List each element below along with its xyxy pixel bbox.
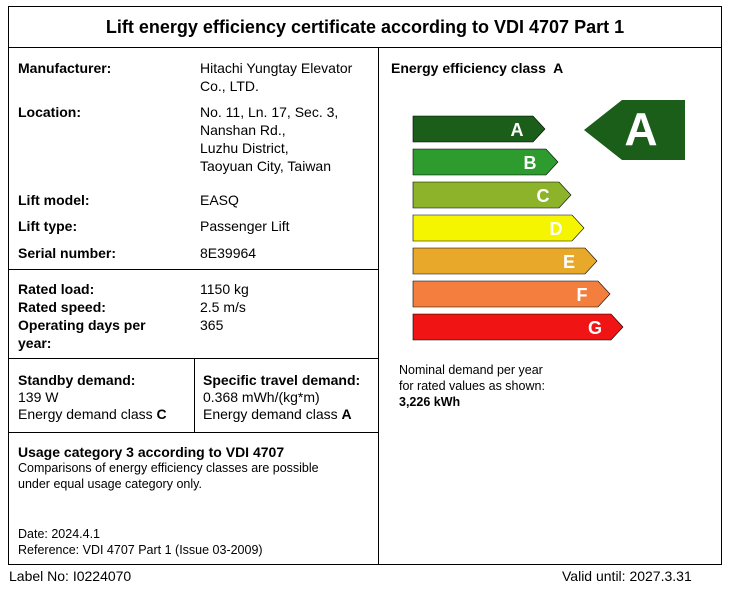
standby-label: Standby demand: — [18, 372, 136, 388]
standby-value: 139 W — [18, 389, 59, 405]
divider-demand — [194, 358, 195, 432]
model-value: EASQ — [200, 192, 239, 208]
type-value: Passenger Lift — [200, 218, 290, 234]
travel-label: Specific travel demand: — [203, 372, 361, 388]
manufacturer-value-1: Hitachi Yungtay Elevator — [200, 60, 353, 76]
scale-bar-c — [412, 181, 572, 209]
location-line-3: Luzhu District, — [200, 140, 289, 156]
scale-bar-a — [412, 115, 546, 143]
nominal-demand-line-2: for rated values as shown: — [399, 379, 545, 393]
scale-bar-b — [412, 148, 559, 176]
travel-class: Energy demand class A — [203, 405, 352, 423]
rated-speed-value: 2.5 m/s — [200, 299, 246, 315]
rated-load-label: Rated load: — [18, 281, 95, 297]
scale-letter-a: A — [511, 120, 524, 140]
standby-class-value: C — [156, 406, 167, 422]
scale-letter-g: G — [588, 318, 602, 338]
scale-letter-f: F — [577, 285, 588, 305]
scale-letter-e: E — [563, 252, 575, 272]
operating-days-label-2: year: — [18, 335, 52, 351]
travel-value: 0.368 mWh/(kg*m) — [203, 389, 320, 405]
badge-arrow — [584, 100, 685, 160]
location-label: Location: — [18, 104, 81, 120]
model-label: Lift model: — [18, 192, 90, 208]
divider-info — [9, 269, 378, 270]
valid-until: Valid until: 2027.3.31 — [562, 568, 692, 584]
location-line-1: No. 11, Ln. 17, Sec. 3, — [200, 104, 339, 120]
nominal-demand-line-1: Nominal demand per year — [399, 363, 543, 377]
issue-date: Date: 2024.4.1 — [18, 527, 101, 541]
manufacturer-value-2: Co., LTD. — [200, 78, 259, 94]
certificate-title: Lift energy efficiency certificate accor… — [9, 7, 721, 48]
scale-bar-f — [412, 280, 611, 308]
standby-class-text: Energy demand class — [18, 406, 153, 422]
scale-bar-d — [412, 214, 585, 242]
manufacturer-label: Manufacturer: — [18, 60, 112, 76]
column-divider — [378, 47, 379, 565]
travel-class-text: Energy demand class — [203, 406, 338, 422]
certificate: Lift energy efficiency certificate accor… — [8, 6, 722, 565]
badge-letter: A — [624, 103, 657, 155]
rated-speed-label: Rated speed: — [18, 299, 106, 315]
serial-label: Serial number: — [18, 245, 117, 261]
rated-load-value: 1150 kg — [200, 281, 249, 297]
selected-class-badge: A — [584, 100, 685, 160]
operating-days-label-1: Operating days per — [18, 317, 146, 333]
nominal-demand-value: 3,226 kWh — [399, 395, 461, 409]
usage-note-2: under equal usage category only. — [18, 477, 202, 491]
label-number: Label No: I0224070 — [9, 568, 132, 584]
travel-class-value: A — [341, 406, 352, 422]
usage-heading: Usage category 3 according to VDI 4707 — [18, 444, 285, 460]
divider-rated — [9, 358, 378, 359]
scale-letter-b: B — [524, 153, 537, 173]
scale-bar-g — [412, 313, 624, 341]
scale-letter-c: C — [537, 186, 550, 206]
efficiency-heading: Energy efficiency class A — [391, 59, 563, 77]
usage-note-1: Comparisons of energy efficiency classes… — [18, 461, 319, 475]
location-line-2: Nanshan Rd., — [200, 122, 286, 138]
location-line-4: Taoyuan City, Taiwan — [200, 158, 331, 174]
efficiency-class-value: A — [553, 60, 564, 76]
operating-days-value: 365 — [200, 317, 224, 333]
type-label: Lift type: — [18, 218, 78, 234]
scale-letter-d: D — [550, 219, 563, 239]
reference: Reference: VDI 4707 Part 1 (Issue 03-200… — [18, 543, 263, 557]
efficiency-heading-text: Energy efficiency class — [391, 60, 546, 76]
serial-value: 8E39964 — [200, 245, 257, 261]
standby-class: Energy demand class C — [18, 405, 167, 423]
divider-demand-bottom — [9, 432, 378, 433]
scale-bar-e — [412, 247, 598, 275]
